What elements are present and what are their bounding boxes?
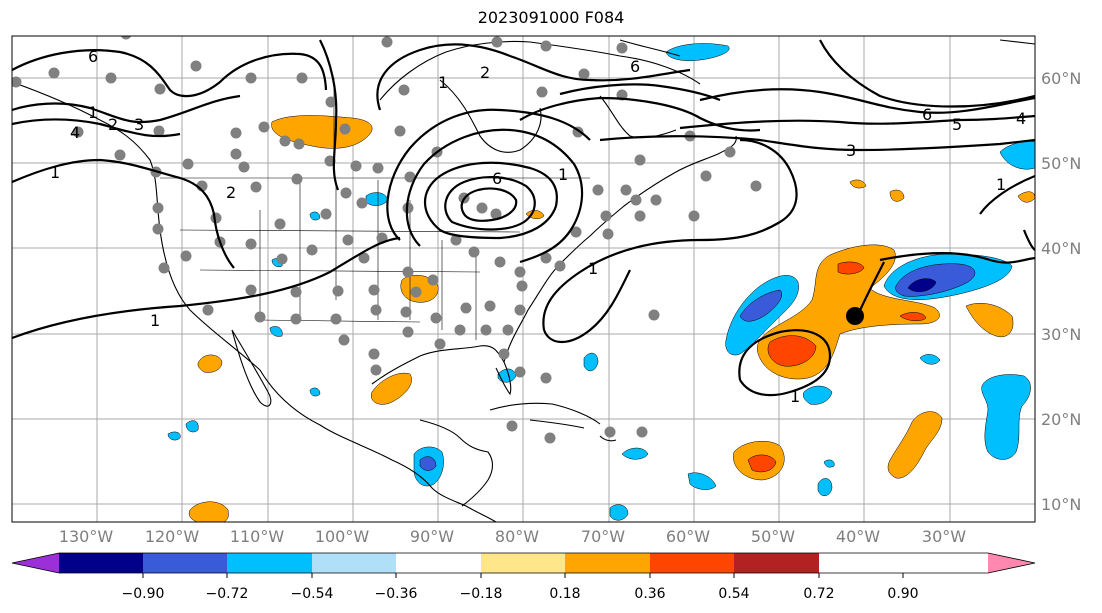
lat-label: 50°N [1041, 154, 1081, 173]
contour-label: 6 [88, 47, 98, 66]
colorbar-extend-high [988, 553, 1035, 573]
map-title: 2023091000 F084 [477, 8, 625, 27]
station-dots [12, 36, 762, 444]
colorbar-cell [734, 553, 819, 573]
contour-label: 6 [492, 169, 502, 188]
contour-label: 3 [134, 115, 144, 134]
colorbar-cell [143, 553, 227, 573]
plot-frame [11, 35, 1036, 523]
colorbar-tick-label: −0.54 [291, 586, 334, 602]
colorbar-tick-label: −0.90 [122, 586, 165, 602]
lon-label: 110°W [230, 527, 285, 546]
colorbar-tick-label: 0.90 [887, 586, 918, 602]
colorbar-tick-label: 0.36 [634, 586, 665, 602]
contour-label: 2 [108, 115, 118, 134]
colorbar-tick-label: −0.18 [460, 586, 503, 602]
lon-label: 120°W [145, 527, 200, 546]
lon-label: 130°W [59, 527, 114, 546]
colorbar-cell [227, 553, 312, 573]
lon-label: 90°W [410, 527, 454, 546]
lat-label: 20°N [1041, 410, 1081, 429]
contour-label: 2 [226, 183, 236, 202]
contour-label: 6 [630, 57, 640, 76]
lat-label: 60°N [1041, 69, 1081, 88]
colorbar-cell [396, 553, 481, 573]
lat-label: 10°N [1041, 495, 1081, 514]
gridlines [12, 36, 1035, 522]
storm-center-marker [846, 307, 864, 325]
contour-label: 1 [150, 311, 160, 330]
contour-label: 4 [70, 123, 80, 142]
contour-label: 1 [88, 103, 98, 122]
colorbar-tick-label: 0.54 [718, 586, 749, 602]
colorbar-cell [59, 553, 143, 573]
contour-label: 3 [846, 141, 856, 160]
colorbar: −0.90 −0.72 −0.54 −0.36 −0.18 0.18 0.36 … [11, 552, 1036, 602]
contour-label: 1 [438, 73, 448, 92]
colorbar-cell [650, 553, 734, 573]
contour-label: 1 [50, 163, 60, 182]
colorbar-tick-label: −0.36 [375, 586, 418, 602]
colorbar-tick-label: 0.72 [803, 586, 834, 602]
contour-label: 4 [1016, 109, 1026, 128]
colorbar-cell [565, 553, 650, 573]
contour-lines [12, 39, 1035, 397]
colorbar-tick-label: −0.72 [206, 586, 249, 602]
lat-label: 30°N [1041, 325, 1081, 344]
contour-label-group: 6 1 2 3 4 1 2 1 1 2 6 6 5 4 3 1 1 1 1 6 [50, 47, 1026, 406]
lon-label: 30°W [922, 527, 966, 546]
contour-label: 6 [922, 105, 932, 124]
lon-label: 100°W [315, 527, 370, 546]
contour-label: 5 [952, 115, 962, 134]
contour-label: 1 [996, 175, 1006, 194]
lon-label: 70°W [581, 527, 625, 546]
contour-label: 1 [558, 165, 568, 184]
lon-label: 40°W [836, 527, 880, 546]
lon-label: 60°W [666, 527, 710, 546]
lon-label: 50°W [751, 527, 795, 546]
lat-label: 40°N [1041, 239, 1081, 258]
longitude-labels: 130°W 120°W 110°W 100°W 90°W 80°W 70°W 6… [59, 527, 966, 546]
contour-label: 2 [480, 63, 490, 82]
colorbar-cell [481, 553, 565, 573]
colorbar-extend-low [12, 553, 59, 573]
lon-label: 80°W [495, 527, 539, 546]
colorbar-cell [312, 553, 396, 573]
contour-label: 1 [588, 259, 598, 278]
colorbar-tick-label: 0.18 [549, 586, 580, 602]
contour-label: 1 [790, 387, 800, 406]
latitude-labels: 60°N 50°N 40°N 30°N 20°N 10°N [1041, 69, 1081, 514]
